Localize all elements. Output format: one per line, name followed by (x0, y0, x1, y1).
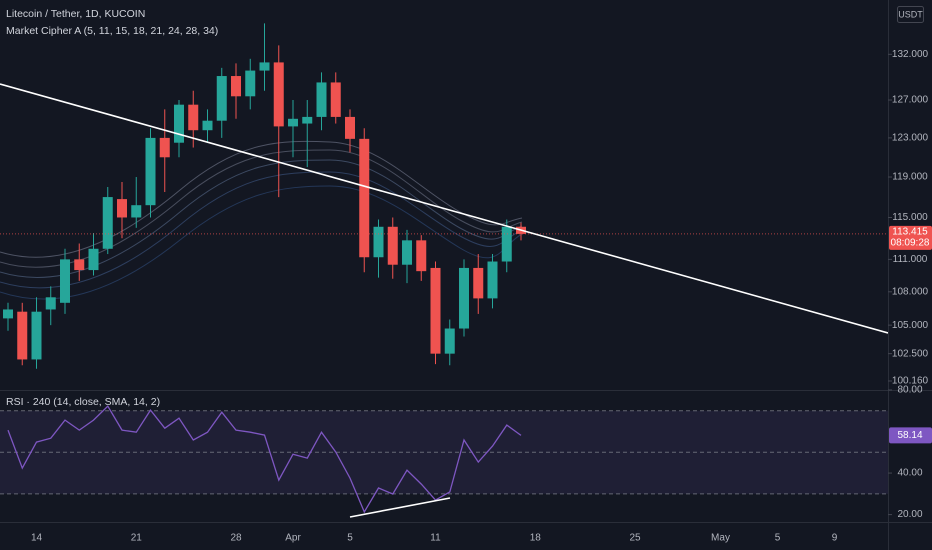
candle-body (188, 104, 199, 131)
currency-label[interactable]: USDT (898, 9, 923, 19)
candle-body (402, 240, 412, 265)
x-tick-label: 11 (430, 533, 441, 544)
candle-body (259, 62, 270, 71)
candle-body (45, 297, 56, 310)
rsi-title: RSI · 240 (14, close, SMA, 14, 2) (6, 396, 160, 408)
candle-body (31, 311, 42, 360)
candle-body (145, 137, 156, 206)
candle-body (17, 311, 28, 360)
y-tick-label: 119.000 (892, 172, 928, 183)
candle-body (131, 205, 142, 218)
x-tick-label: May (711, 533, 730, 544)
y-tick-label: 132.000 (892, 49, 929, 60)
rsi-badge (889, 427, 932, 444)
y-tick-label: 20.00 (897, 509, 922, 520)
trendline (0, 83, 888, 334)
candle-body (316, 82, 327, 117)
last-price-badge (889, 225, 932, 250)
x-tick-label: 5 (775, 533, 781, 544)
candle-body (416, 240, 427, 272)
rsi-value-label: 58.14 (897, 430, 922, 441)
y-tick-label: 115.000 (892, 212, 928, 223)
candle-body (387, 226, 398, 265)
candle-body (444, 328, 455, 354)
ema-ribbon (0, 140, 523, 300)
x-tick-label: 5 (347, 533, 353, 544)
y-tick-label: 40.00 (897, 468, 922, 479)
y-tick-label: 123.000 (892, 133, 929, 144)
candle-body (231, 76, 241, 97)
x-tick-label: 18 (530, 533, 542, 544)
candle-body (174, 104, 184, 143)
y-tick-label: 102.500 (892, 348, 929, 359)
candle-body (102, 197, 113, 249)
candle-body (3, 309, 13, 319)
countdown-label: 08:09:28 (891, 238, 930, 249)
x-tick-label: Apr (285, 533, 301, 544)
currency-button[interactable] (897, 6, 924, 23)
x-tick-label: 9 (832, 533, 838, 544)
y-tick-label: 111.000 (893, 254, 928, 265)
last-price-label: 113.415 (892, 227, 928, 238)
symbol-title: Litecoin / Tether, 1D, KUCOIN (6, 8, 145, 20)
candle-body (373, 226, 384, 258)
divergence-line (349, 497, 451, 518)
candle-body (330, 82, 341, 117)
y-tick-label: 80.00 (897, 385, 922, 396)
plot: 100.160 102.500 105.000 108.000 111.000 115.0… (0, 23, 932, 544)
candle-body (359, 138, 370, 258)
candle-body (117, 199, 127, 218)
candle-body (487, 261, 498, 299)
y-tick-label: 100.160 (892, 376, 929, 387)
candle-body (459, 267, 469, 329)
candle-body (345, 116, 355, 139)
candle-body (74, 259, 85, 271)
candle-body (88, 248, 99, 271)
candle-body (60, 259, 70, 303)
candle-body (302, 116, 313, 124)
candle-body (288, 118, 298, 127)
y-tick-label: 127.000 (892, 95, 929, 106)
x-tick-label: 28 (230, 533, 242, 544)
indicator-title: Market Cipher A (5, 11, 15, 18, 21, 24, … (6, 25, 218, 37)
x-tick-label: 14 (31, 533, 43, 544)
y-tick-label: 108.000 (892, 286, 929, 297)
x-tick-label: 25 (629, 533, 641, 544)
candle-body (159, 137, 170, 158)
candle-body (501, 226, 512, 262)
candle-body (473, 267, 484, 299)
candle-body (273, 62, 284, 127)
candle-body (202, 120, 213, 131)
y-tick-label: 105.000 (892, 320, 929, 331)
x-tick-label: 21 (131, 533, 143, 544)
candle-body (430, 267, 441, 354)
candle-body (216, 76, 227, 121)
candle-body (245, 70, 256, 97)
